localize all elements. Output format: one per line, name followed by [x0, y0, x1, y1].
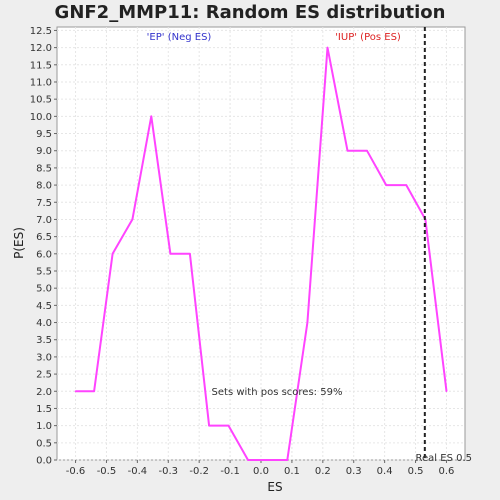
pos-scores-annotation: Sets with pos scores: 59%	[212, 387, 343, 398]
y-tick-label: 5.5	[36, 266, 52, 277]
data-point	[150, 115, 153, 118]
data-point	[385, 184, 387, 186]
data-point	[247, 459, 249, 461]
y-tick-label: 4.0	[36, 318, 52, 329]
y-tick-label: 7.5	[36, 198, 52, 209]
x-axis-label: ES	[267, 480, 282, 494]
x-tick-label: 0.0	[253, 466, 269, 477]
x-tick-label: 0.6	[439, 466, 455, 477]
data-point	[189, 253, 191, 255]
y-tick-label: 5.0	[36, 284, 52, 295]
y-tick-label: 10.5	[30, 95, 52, 106]
y-tick-label: 11.0	[30, 77, 52, 88]
x-axis-ticks: -0.6 -0.5 -0.4 -0.3 -0.2 -0.1 0.0 0.1 0.2 0.3 0.4 0…	[66, 460, 455, 477]
y-tick-label: 6.0	[36, 249, 52, 260]
pos-es-label: 'IUP' (Pos ES)	[335, 32, 401, 43]
data-point	[445, 390, 448, 393]
y-tick-label: 1.5	[36, 404, 52, 415]
y-tick-label: 2.0	[36, 387, 52, 398]
y-tick-label: 11.5	[30, 60, 52, 71]
data-point	[131, 218, 134, 221]
data-point	[405, 184, 408, 186]
x-tick-label: -0.1	[220, 466, 240, 477]
x-tick-label: -0.5	[97, 466, 117, 477]
y-tick-label: 4.5	[36, 301, 52, 312]
y-tick-label: 9.5	[36, 129, 52, 140]
y-tick-label: 6.5	[36, 232, 52, 243]
chart-title: GNF2_MMP11: Random ES distribution	[55, 2, 446, 23]
y-tick-label: 3.5	[36, 335, 52, 346]
y-tick-label: 10.0	[30, 112, 52, 123]
y-axis-ticks: 0.0 0.5 1.0 1.5 2.0 2.5 3.0 3.5 4.0 4.5 5.0 5.5 6.0 6…	[30, 26, 57, 467]
y-tick-label: 12.5	[30, 26, 52, 37]
y-tick-label: 0.5	[36, 438, 52, 449]
data-point	[169, 253, 172, 255]
x-tick-label: 0.2	[315, 466, 331, 477]
grid-lines	[57, 27, 465, 461]
x-tick-label: 0.4	[377, 466, 393, 477]
x-tick-label: 0.5	[408, 466, 424, 477]
y-tick-label: 3.0	[36, 352, 52, 363]
x-tick-label: -0.6	[66, 466, 86, 477]
y-tick-label: 8.5	[36, 163, 52, 174]
y-tick-label: 9.0	[36, 146, 52, 157]
data-point	[208, 424, 210, 427]
data-point	[366, 149, 368, 152]
data-point	[326, 46, 329, 49]
y-tick-label: 8.0	[36, 181, 52, 192]
data-point	[111, 253, 114, 255]
x-tick-label: 0.3	[346, 466, 362, 477]
data-point	[266, 459, 268, 461]
y-tick-label: 0.0	[36, 456, 52, 467]
data-point	[93, 390, 95, 393]
annotations: 'EP' (Neg ES) 'IUP' (Pos ES) Sets with p…	[147, 32, 472, 464]
x-tick-label: 0.1	[284, 466, 300, 477]
x-tick-label: -0.2	[189, 466, 209, 477]
y-tick-label: 7.0	[36, 215, 52, 226]
data-point	[227, 424, 230, 427]
y-tick-label: 2.5	[36, 370, 52, 381]
series-line	[75, 46, 448, 461]
neg-es-label: 'EP' (Neg ES)	[147, 32, 212, 43]
y-tick-label: 1.0	[36, 421, 52, 432]
y-axis-label: P(ES)	[12, 227, 26, 259]
y-tick-label: 12.0	[30, 43, 52, 54]
data-point	[306, 321, 309, 324]
x-tick-label: -0.4	[128, 466, 148, 477]
x-tick-label: -0.3	[159, 466, 179, 477]
series-layer	[74, 27, 448, 461]
data-point	[74, 390, 77, 393]
data-point	[346, 149, 349, 152]
data-point	[286, 459, 289, 461]
real-es-annotation: Real ES 0.5	[416, 453, 472, 464]
